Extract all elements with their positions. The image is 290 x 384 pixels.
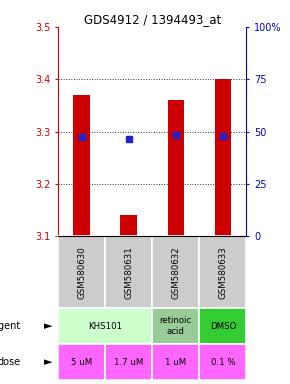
Text: GSM580631: GSM580631 [124,246,133,299]
Bar [152,236,200,308]
Text: ►: ► [44,321,52,331]
Text: 1 uM: 1 uM [165,358,186,367]
Text: DMSO: DMSO [210,322,236,331]
Bar [105,344,152,380]
Bar [152,308,200,344]
Bar [105,236,152,308]
Title: GDS4912 / 1394493_at: GDS4912 / 1394493_at [84,13,221,26]
Text: KHS101: KHS101 [88,322,122,331]
Bar [58,344,105,380]
Text: ►: ► [44,357,52,367]
Bar [152,344,200,380]
Bar [120,215,137,236]
Text: GSM580632: GSM580632 [171,246,180,299]
Text: retinoic
acid: retinoic acid [160,316,192,336]
Text: GSM580633: GSM580633 [218,246,227,299]
Text: 0.1 %: 0.1 % [211,358,235,367]
Text: GSM580630: GSM580630 [77,246,86,299]
Text: 1.7 uM: 1.7 uM [114,358,143,367]
Text: agent: agent [0,321,20,331]
Bar [58,308,152,344]
Bar [199,344,246,380]
Bar [199,308,246,344]
Text: dose: dose [0,357,20,367]
Text: 5 uM: 5 uM [71,358,92,367]
Bar [199,236,246,308]
Bar [215,79,231,236]
Bar [58,236,105,308]
Bar [168,100,184,236]
Bar [73,95,90,236]
